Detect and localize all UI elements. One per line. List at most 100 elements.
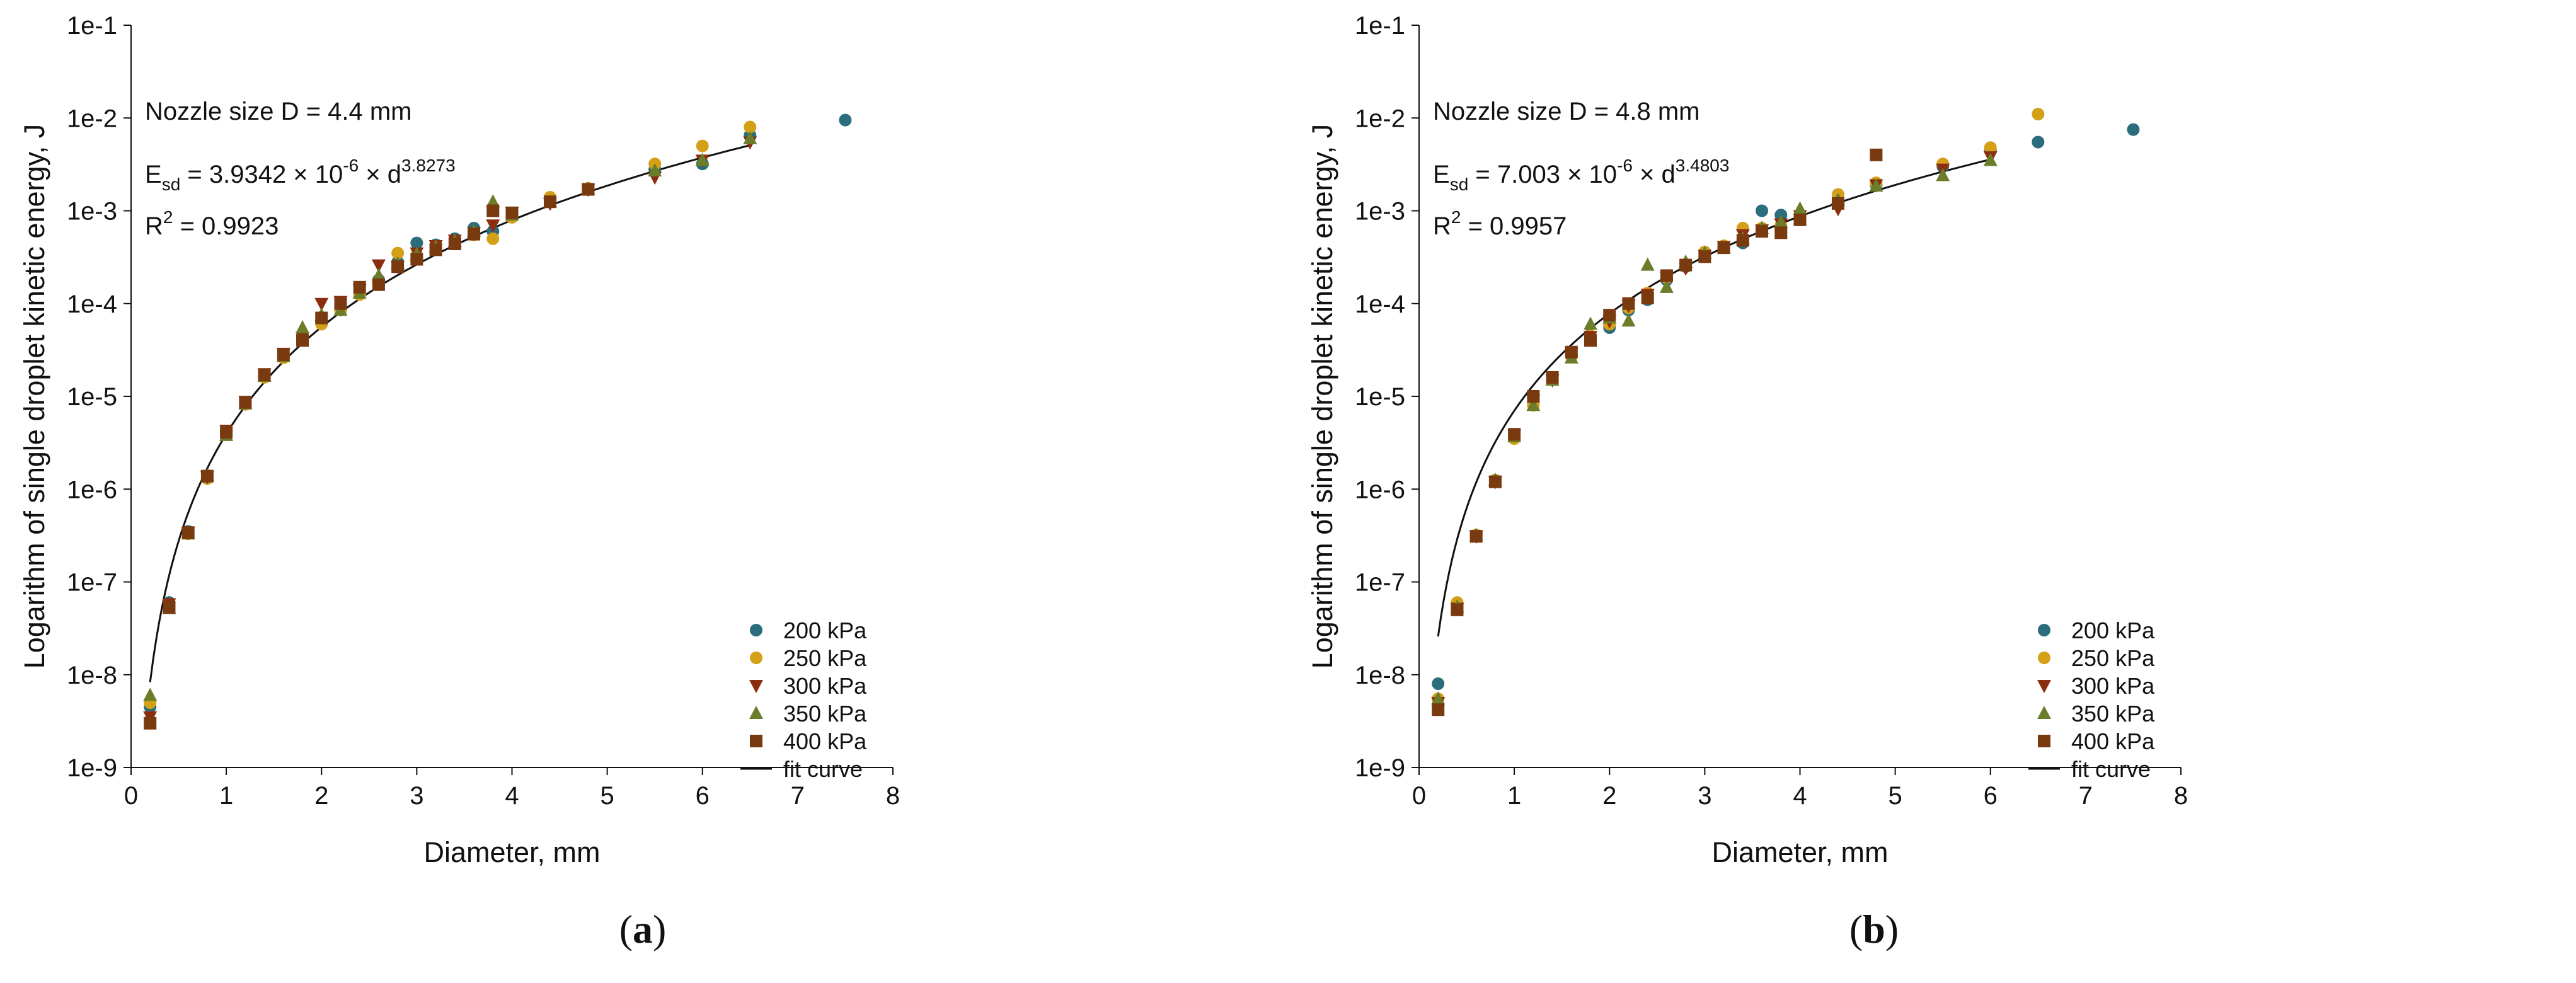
chart-a-eq-sub: sd [162, 175, 181, 194]
chart-a-point-s4-15 [429, 243, 442, 256]
chart-a-legend-swatch-1 [750, 652, 762, 664]
chart-a-r2-sup: 2 [163, 207, 173, 227]
chart-a-y-tick-label: 1e-3 [67, 198, 117, 226]
chart-b-point-s0-17 [1756, 204, 1769, 217]
chart-b-eq-prefix: E [1433, 161, 1450, 188]
caption-a-label: a [633, 907, 653, 951]
chart-b-point-s4-7 [1565, 345, 1578, 359]
chart-a-eq-exp1: -6 [343, 156, 359, 175]
chart-a-y-tick-label: 1e-6 [67, 476, 117, 503]
chart-b-legend-label-4: 400 kPa [2071, 728, 2155, 754]
chart-a-legend-label-1: 250 kPa [783, 645, 867, 671]
chart-a-x-tick-label: 5 [601, 782, 614, 810]
chart-a-legend-swatch-3 [749, 706, 763, 719]
chart-a-x-tick-label: 1 [219, 782, 233, 810]
chart-a-point-s4-9 [315, 311, 328, 325]
chart-b-x-tick-label: 0 [1412, 782, 1426, 810]
chart-b-point-s4-5 [1527, 390, 1540, 403]
chart-a-point-s2-9 [314, 297, 329, 311]
chart-b-point-s3-23 [1983, 152, 1998, 166]
chart-b-x-tick-label: 4 [1793, 782, 1807, 810]
chart-b-point-s3-12 [1659, 279, 1674, 293]
chart-b-y-tick-label: 1e-5 [1355, 383, 1405, 411]
chart-a-point-s4-20 [543, 195, 556, 209]
chart-b-legend-swatch-1 [2038, 652, 2050, 664]
chart-b-x-tick-label: 1 [1507, 782, 1521, 810]
chart-b-eq-mid: = 7.003 × 10 [1468, 161, 1617, 188]
chart-a-point-s3-18 [486, 194, 500, 208]
chart-a-point-s4-19 [505, 206, 519, 219]
chart-b-point-s4-4 [1508, 428, 1521, 441]
chart-b-legend-label-3: 350 kPa [2071, 701, 2155, 727]
chart-b-fit-curve-line [1437, 158, 1991, 637]
chart-b-point-s0-0 [1432, 677, 1445, 691]
chart-b-legend-swatch-2 [2037, 680, 2051, 693]
chart-b-svg: 0 1 2 3 4 5 6 7 8 1e-9 1e-8 1e-7 1e-6 1e-5 1e-4 1e-3 1e-… [1306, 12, 2188, 868]
chart-b-y-tick-label: 1e-6 [1355, 476, 1405, 503]
chart-b-y-tick-label: 1e-3 [1355, 198, 1405, 226]
chart-b-point-s3-0 [1431, 691, 1446, 704]
chart-a-point-s3-22 [648, 163, 662, 176]
chart-a-point-s4-14 [410, 253, 423, 266]
chart-a-y-tick-label: 1e-2 [67, 105, 117, 132]
chart-b-point-s3-18 [1774, 214, 1788, 228]
chart-b-y-axis-label: Logarithm of single droplet kinetic ener… [1306, 124, 1338, 669]
chart-a-x-tick-label: 4 [505, 782, 519, 810]
chart-a-y-tick-label: 1e-9 [67, 754, 117, 782]
chart-a-point-s4-1 [163, 601, 176, 614]
chart-b-point-s1-24 [2032, 108, 2045, 121]
chart-b-y-tick-label: 1e-8 [1355, 662, 1405, 689]
chart-b-point-s4-13 [1679, 258, 1693, 272]
chart-b-x-tick-label: 2 [1602, 782, 1616, 810]
chart-a-point-s1-13 [391, 246, 405, 260]
chart-b-point-s4-18 [1774, 226, 1788, 239]
chart-a-point-s4-10 [334, 297, 347, 310]
chart-b-point-s4-14 [1698, 250, 1711, 263]
chart-b-y-tick-label: 1e-1 [1355, 12, 1405, 40]
chart-a-point-s4-16 [448, 238, 461, 251]
chart-a-legend-swatch-4 [750, 735, 762, 747]
chart-a-eq-prefix: E [145, 161, 162, 188]
chart-b-point-s4-21 [1870, 148, 1883, 161]
chart-a-legend-swatch-2 [749, 680, 763, 693]
chart-b-x-tick-label: 6 [1984, 782, 1998, 810]
chart-b-point-s0-25 [2127, 123, 2140, 136]
chart-a-point-s4-17 [468, 227, 481, 241]
chart-a-eq-mid: = 3.9342 × 10 [180, 161, 343, 188]
chart-a-point-s2-18 [486, 219, 500, 233]
chart-b-point-s4-10 [1622, 297, 1635, 310]
chart-a-point-s1-24 [744, 120, 757, 134]
chart-a-point-s4-6 [258, 369, 271, 382]
chart-b-point-s3-22 [1936, 168, 1950, 181]
chart-b-x-tick-label: 8 [2174, 782, 2188, 810]
chart-b-point-s4-17 [1756, 225, 1769, 238]
chart-b-point-s4-11 [1641, 291, 1654, 304]
chart-a-x-tick-label: 2 [314, 782, 328, 810]
chart-a-point-s4-5 [239, 396, 252, 409]
chart-a-point-s4-0 [144, 716, 157, 730]
caption-a: (a) [619, 907, 667, 951]
chart-a-y-axis-label: Logarithm of single droplet kinetic ener… [18, 124, 50, 669]
chart-a-point-s4-7 [277, 348, 290, 362]
chart-b-point-s4-15 [1717, 241, 1730, 255]
chart-b-point-s4-16 [1736, 234, 1749, 247]
chart-b-eq-exp2: 3.4803 [1676, 156, 1730, 175]
chart-a-y-tick-label: 1e-8 [67, 662, 117, 689]
caption-b: (b) [1849, 907, 1899, 951]
chart-b-point-s3-10 [1621, 313, 1636, 327]
chart-a-legend-label-5: fit curve [783, 756, 863, 782]
chart-a-x-tick-label: 6 [696, 782, 710, 810]
chart-b-fit-equation: Esd = 7.003 × 10-6 × d3.4803 [1433, 156, 1729, 194]
chart-a-r2-prefix: R [145, 212, 163, 240]
chart-b-point-s3-19 [1793, 201, 1807, 215]
chart-b-point-s4-1 [1451, 603, 1464, 616]
chart-b-point-s4-20 [1831, 197, 1844, 210]
chart-b-x-axis-label: Diameter, mm [1711, 836, 1888, 868]
chart-a-point-s4-4 [220, 426, 233, 439]
chart-a-point-s4-12 [372, 278, 385, 291]
chart-a-y-tick-label: 1e-4 [67, 290, 117, 318]
chart-b-legend-swatch-0 [2038, 624, 2050, 636]
chart-b-nozzle-size-label: Nozzle size D = 4.8 mm [1433, 98, 1699, 125]
chart-a-point-s4-2 [181, 526, 195, 539]
chart-a-y-tick-label: 1e-7 [67, 569, 117, 597]
